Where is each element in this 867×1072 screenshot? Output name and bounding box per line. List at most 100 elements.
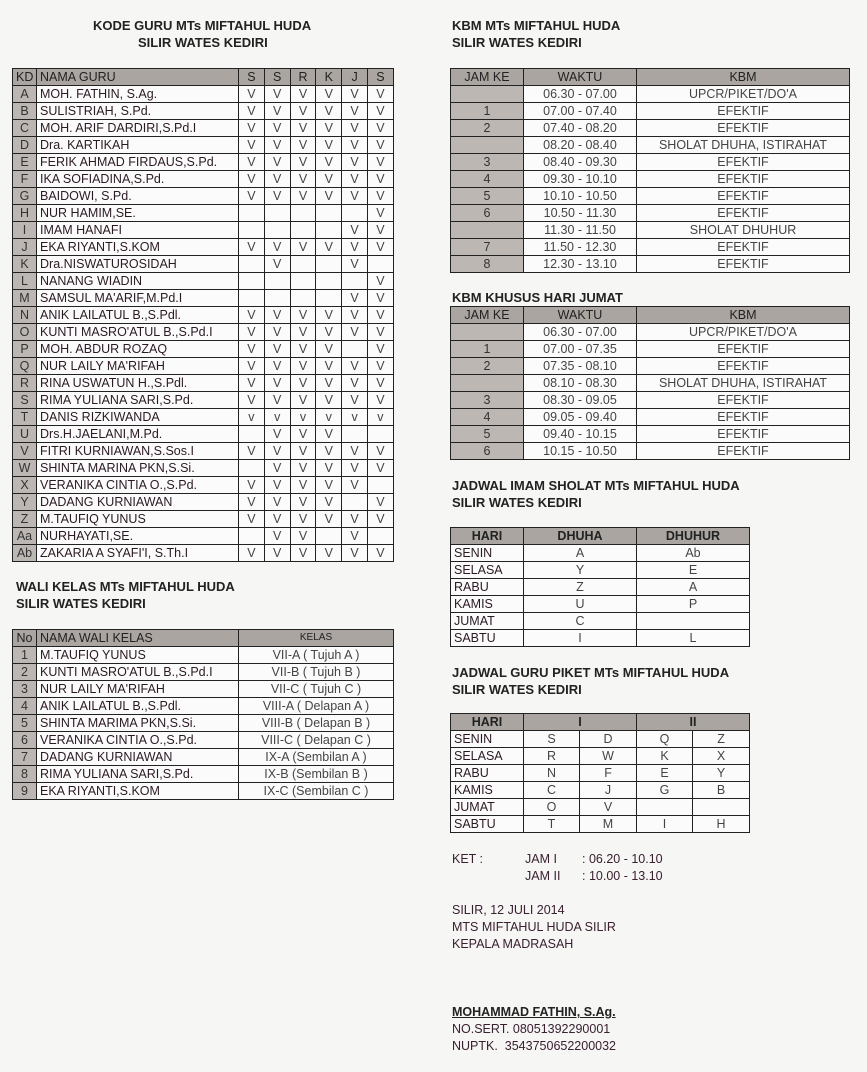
table-cell: V [289,119,317,137]
table-cell: V [289,442,317,460]
no-sert: NO.SERT. 08051392290001 [452,1022,611,1036]
table-cell: U [12,425,37,443]
table-cell: v [263,408,291,426]
piket-title: JADWAL GURU PIKET MTs MIFTAHUL HUDA [452,665,730,680]
column-header: KBM [636,306,850,324]
table-cell: V [366,102,394,120]
header-row: KD NAMA GURU S S R K J S [12,68,394,86]
table-cell: V [289,527,317,545]
table-cell: V [315,357,343,375]
table-row: L NANANG WIADIN V [12,272,394,290]
table-row: Aa NURHAYATI,SE. V V V [12,527,394,545]
table-row: JUMAT C [450,612,750,630]
table-cell: V [238,153,265,171]
table-cell: 07.00 - 07.40 [523,102,637,120]
table-cell: L [12,272,37,290]
table-cell: JUMAT [450,798,524,816]
table-cell: S [523,730,580,748]
column-header: DHUHA [523,527,637,545]
table-cell [366,476,394,494]
table-row: 06.30 - 07.00 UPCR/PIKET/DO'A [450,85,850,103]
table-row: Ab ZAKARIA A SYAFI'I, S.Th.I V V V V V V [12,544,394,562]
kbm-title: KBM MTs MIFTAHUL HUDA [452,18,621,33]
table-cell [289,255,317,273]
table-cell: v [289,408,317,426]
table-row: 2 07.40 - 08.20 EFEKTIF [450,119,850,137]
table-cell: SELASA [450,747,524,765]
table-cell: V [341,289,368,307]
header-row: JAM KE WAKTU KBM [450,306,850,324]
table-cell: V [366,119,394,137]
table-cell: V [263,510,291,528]
table-row: M SAMSUL MA'ARIF,M.Pd.I V V [12,289,394,307]
table-row: G BAIDOWI, S.Pd. V V V V V V [12,187,394,205]
table-row: 06.30 - 07.00 UPCR/PIKET/DO'A [450,323,850,341]
table-cell: KAMIS [450,595,524,613]
table-cell: V [315,153,343,171]
table-cell: EKA RIYANTI,S.KOM [36,782,239,800]
table-cell: I [12,221,37,239]
table-cell: X [692,747,751,765]
table-cell: V [263,425,291,443]
ket-jam1-time: : 06.20 - 10.10 [582,852,663,866]
table-cell: V [263,323,291,341]
kbm-jumat-title: KBM KHUSUS HARI JUMAT [452,290,623,305]
table-cell: VII-B ( Tujuh B ) [238,663,394,681]
table-row: R RINA USWATUN H.,S.Pdl. V V V V V V [12,374,394,392]
table-cell: V [263,306,291,324]
table-cell: L [636,629,750,647]
table-cell: V [289,544,317,562]
table-cell: V [366,153,394,171]
table-cell: V [341,255,368,273]
table-row: 3 08.30 - 09.05 EFEKTIF [450,391,850,409]
table-cell: V [315,136,343,154]
table-cell: 7 [450,238,524,256]
header-row: HARI I II [450,713,751,731]
table-row: K Dra.NISWATUROSIDAH V V [12,255,394,273]
table-cell: V [289,391,317,409]
table-cell: IX-B (Sembilan B ) [238,765,394,783]
table-cell: W [12,459,37,477]
table-cell: V [263,136,291,154]
table-cell: SHOLAT DHUHUR [636,221,850,239]
table-cell: V [341,391,368,409]
table-cell [450,85,524,103]
table-cell: EFEKTIF [636,340,850,358]
header-row: HARI DHUHA DHUHUR [450,527,750,545]
table-cell: V [238,340,265,358]
table-cell: Y [692,764,751,782]
table-cell: 9 [12,782,37,800]
table-cell: SHOLAT DHUHA, ISTIRAHAT [636,136,850,154]
table-row: 4 09.05 - 09.40 EFEKTIF [450,408,850,426]
table-cell: 11.30 - 11.50 [523,221,637,239]
table-cell: V [315,119,343,137]
table-cell: V [366,85,394,103]
table-cell: V [263,340,291,358]
table-cell: V [238,119,265,137]
table-cell: 12.30 - 13.10 [523,255,637,273]
table-cell [263,272,291,290]
table-cell: V [366,357,394,375]
column-header: S [263,68,291,86]
table-cell [238,272,265,290]
table-row: 3 08.40 - 09.30 EFEKTIF [450,153,850,171]
table-cell [238,425,265,443]
table-cell [238,289,265,307]
table-cell [315,221,343,239]
table-cell: V [315,459,343,477]
table-cell: P [636,595,750,613]
table-cell [692,798,751,816]
wali-kelas-subtitle: SILIR WATES KEDIRI [16,596,146,611]
table-cell: V [289,510,317,528]
table-row: SENIN A Ab [450,544,750,562]
table-row: 1 M.TAUFIQ YUNUS VII-A ( Tujuh A ) [12,646,394,664]
table-cell: N [523,764,580,782]
table-cell: 08.40 - 09.30 [523,153,637,171]
table-cell: V [341,527,368,545]
table-cell: UPCR/PIKET/DO'A [636,85,850,103]
table-cell: 1 [450,340,524,358]
table-row: T DANIS RIZKIWANDA v v v v v v [12,408,394,426]
table-cell: JUMAT [450,612,524,630]
table-cell: V [341,476,368,494]
piket-table: HARI I II SENIN S D Q Z SELASA R W K X RABU N F E Y KAMIS C… [450,713,751,833]
